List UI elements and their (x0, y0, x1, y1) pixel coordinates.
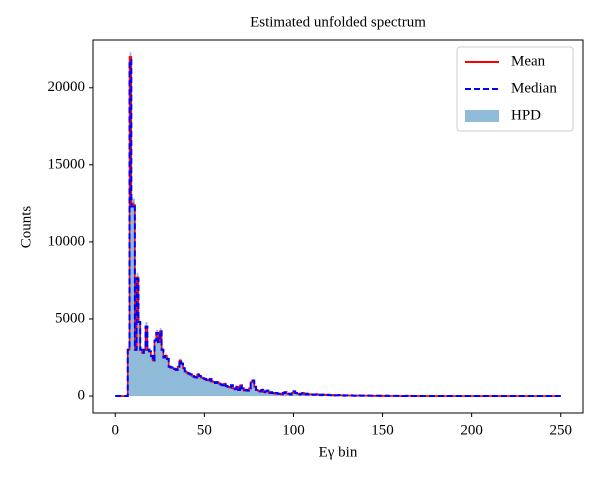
legend-label: Median (511, 80, 557, 96)
legend: Mean Median HPD (456, 46, 574, 132)
x-tick-label: 50 (197, 422, 212, 438)
y-tick-label: 20000 (48, 79, 86, 95)
legend-swatch (465, 110, 499, 122)
x-axis-label: Eγ bin (319, 444, 358, 460)
y-axis-label: Counts (18, 206, 34, 249)
plot-frame (92, 39, 584, 414)
x-tick-label: 150 (371, 422, 394, 438)
median-line (115, 59, 561, 398)
y-tick-label: 5000 (55, 310, 85, 326)
chart-title: Estimated unfolded spectrum (250, 14, 426, 30)
x-tick-label: 250 (549, 422, 572, 438)
legend-label: Mean (511, 53, 546, 69)
x-tick-label: 200 (460, 422, 483, 438)
y-tick-label: 10000 (48, 233, 86, 249)
y-tick-label: 0 (78, 387, 86, 403)
hpd-band (115, 52, 561, 397)
x-tick-label: 100 (282, 422, 305, 438)
y-tick-label: 15000 (48, 156, 86, 172)
legend-label: HPD (511, 107, 541, 123)
x-tick-label: 0 (112, 422, 120, 438)
